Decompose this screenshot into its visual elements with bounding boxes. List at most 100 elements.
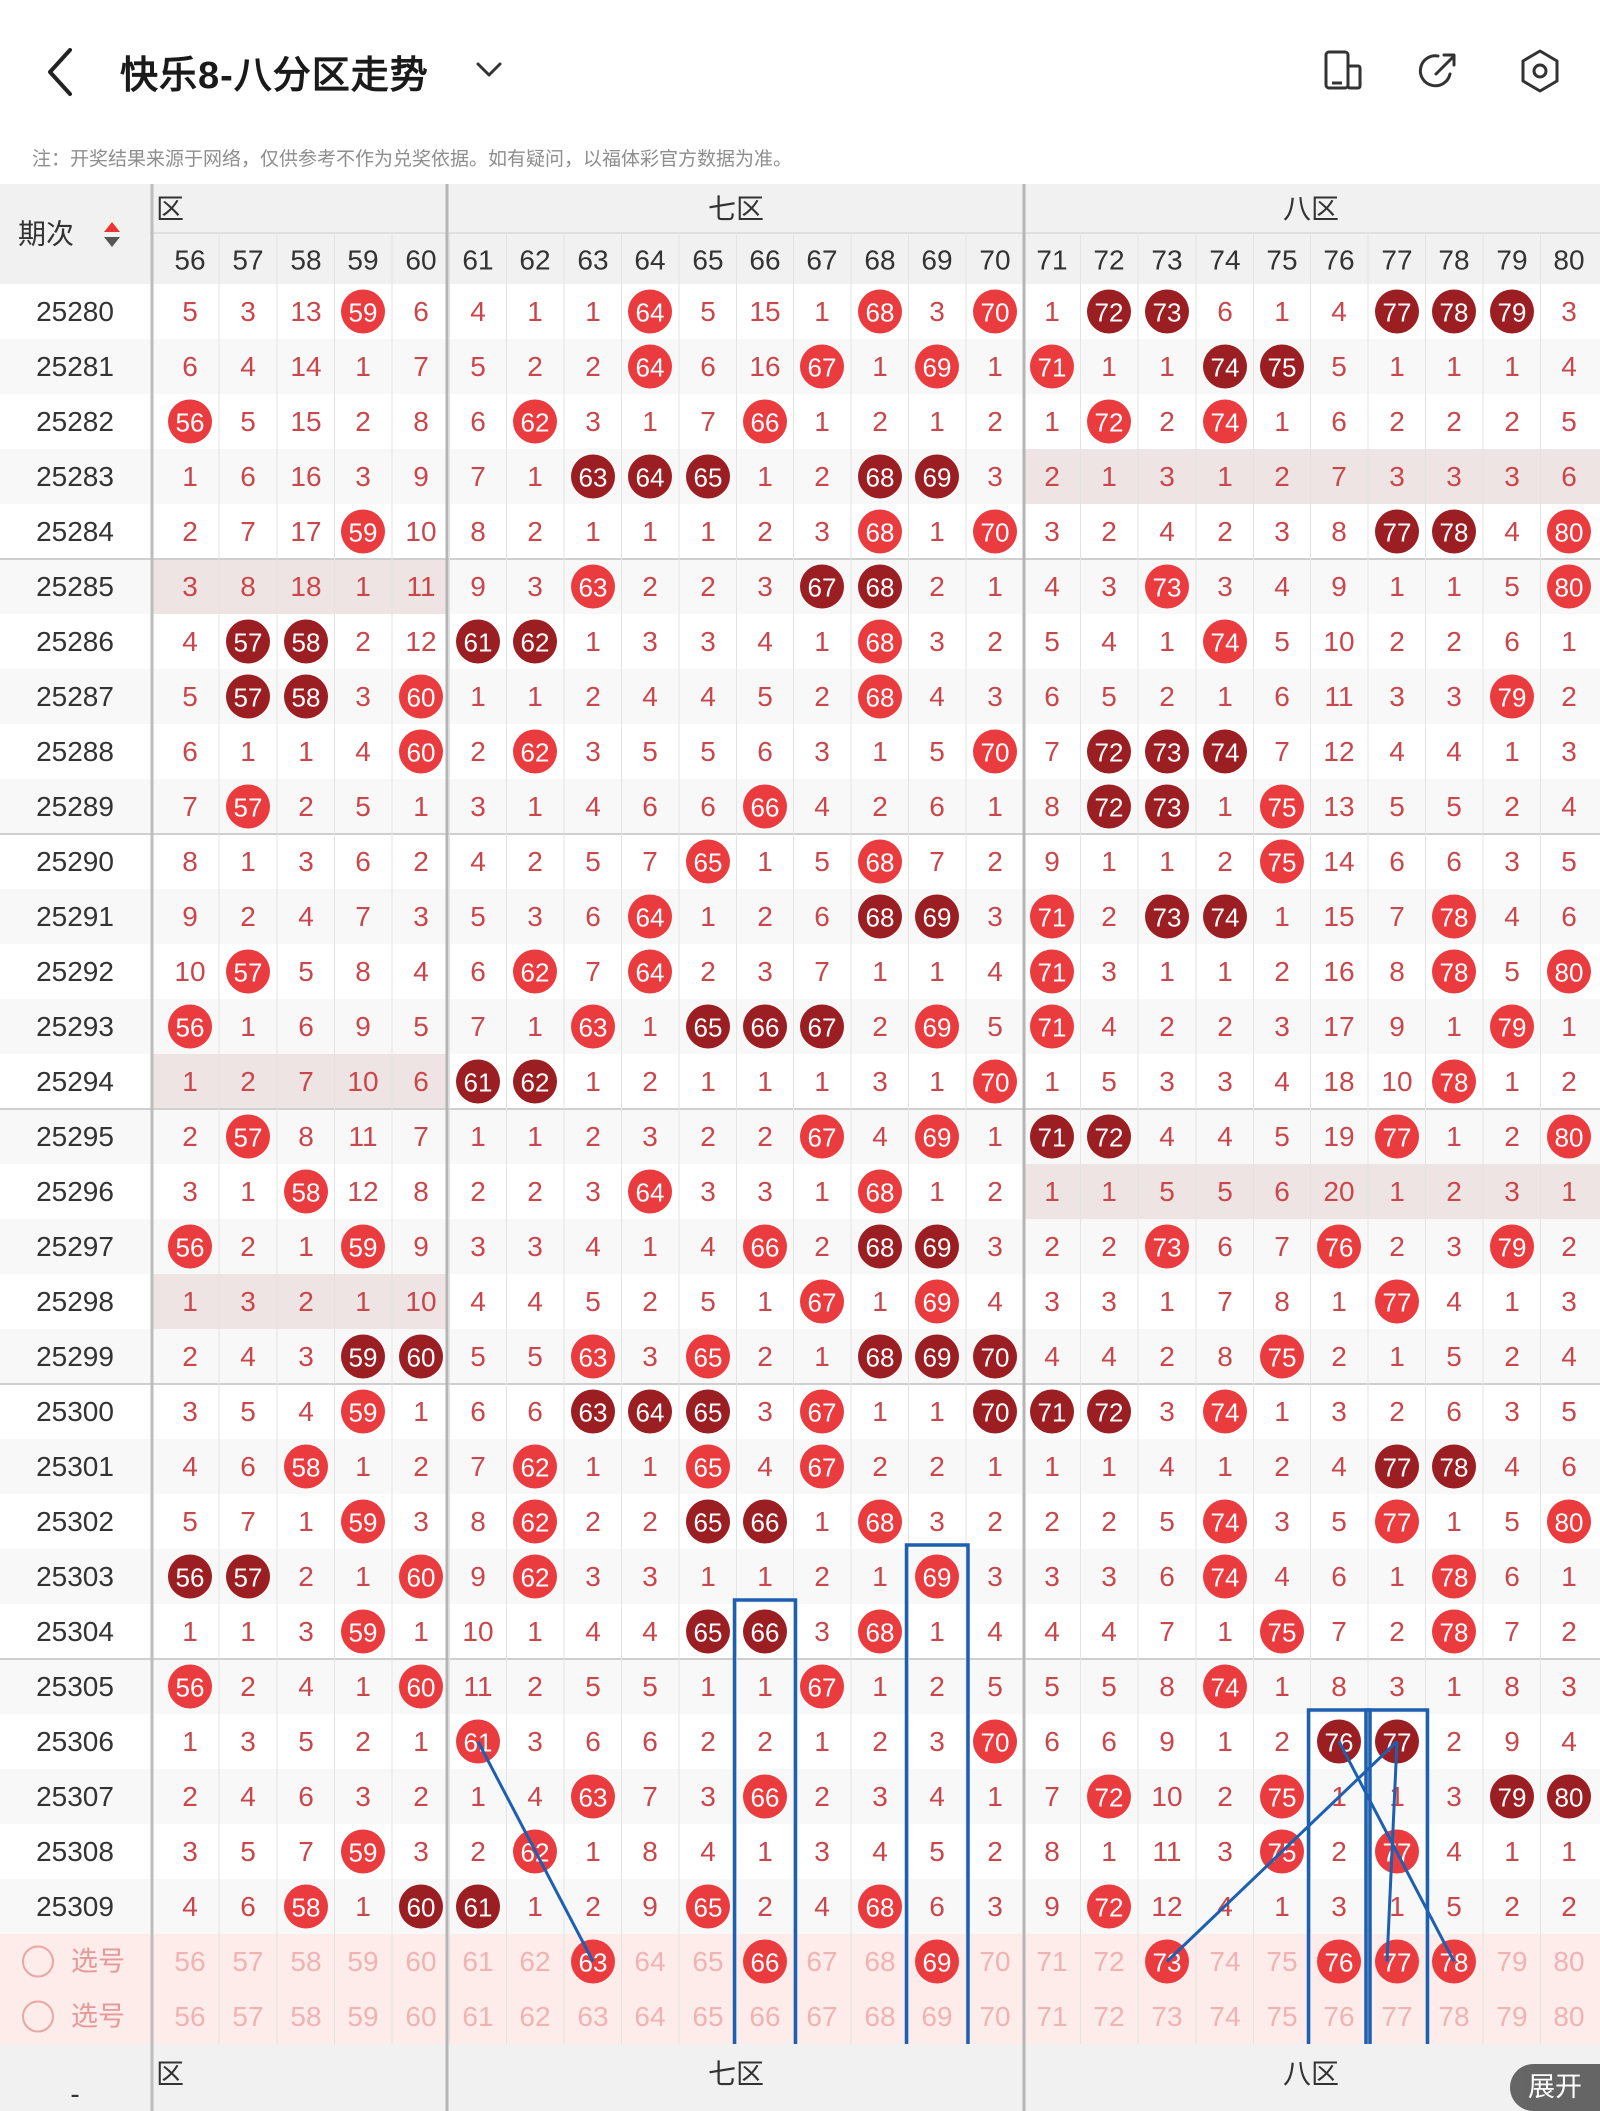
hit-ball [399, 1554, 443, 1599]
select-option[interactable]: 69 [921, 2001, 952, 2032]
selected-ball[interactable] [1317, 1939, 1361, 1984]
select-option[interactable]: 60 [405, 2001, 436, 2032]
miss-count: 2 [642, 571, 658, 602]
select-option[interactable]: 68 [864, 2001, 895, 2032]
select-option[interactable]: 73 [1151, 2001, 1182, 2032]
hit-ball [513, 619, 557, 664]
miss-count: 9 [355, 1011, 371, 1042]
settings-button[interactable] [1515, 46, 1565, 96]
select-option[interactable]: 70 [979, 1946, 1010, 1977]
hit-number: 78 [1440, 958, 1469, 988]
select-option[interactable]: 64 [634, 1946, 665, 1977]
hit-ball [686, 454, 730, 499]
select-option[interactable]: 63 [577, 2001, 608, 2032]
expand-button[interactable]: 展开 [1510, 2064, 1600, 2111]
select-option[interactable]: 59 [347, 1946, 378, 1977]
select-option[interactable]: 72 [1093, 2001, 1124, 2032]
title-dropdown-button[interactable] [472, 52, 506, 86]
page-title[interactable]: 快乐8-八分区走势 [120, 55, 429, 97]
select-option[interactable]: 72 [1093, 1946, 1124, 1977]
selected-ball[interactable] [915, 1939, 959, 1984]
select-radio[interactable] [22, 1945, 54, 1978]
select-option[interactable]: 80 [1553, 1946, 1584, 1977]
select-option[interactable]: 70 [979, 2001, 1010, 2032]
trend-table[interactable]: 区七区 八区 期次 56 57 58 59 60 61 62 63 64 65 66 67 68 69 70 71 7… [0, 184, 1600, 2111]
select-option[interactable]: 59 [347, 2001, 378, 2032]
miss-count: 5 [987, 1671, 1003, 1702]
miss-count: 2 [1504, 1341, 1520, 1372]
hit-ball [800, 1279, 844, 1324]
select-label[interactable]: 选号 [71, 1947, 125, 1977]
select-option[interactable]: 57 [232, 2001, 263, 2032]
footer-zone-header: 八区 [1283, 2059, 1339, 2090]
hit-number: 65 [694, 1453, 723, 1483]
select-option[interactable]: 57 [232, 1946, 263, 1977]
select-option[interactable]: 56 [174, 1946, 205, 1977]
column-header-72: 72 [1093, 245, 1124, 276]
miss-count: 1 [642, 1231, 658, 1262]
period-cell: 25289 [36, 791, 114, 822]
miss-count: 2 [872, 1726, 888, 1757]
layout-toggle-button[interactable] [1318, 46, 1368, 96]
miss-count: 2 [413, 1781, 429, 1812]
miss-count: 4 [413, 956, 429, 987]
select-option[interactable]: 76 [1323, 2001, 1354, 2032]
select-option[interactable]: 60 [405, 1946, 436, 1977]
column-header-62: 62 [519, 245, 550, 276]
select-option[interactable]: 67 [806, 1946, 837, 1977]
hit-number: 73 [1153, 903, 1182, 933]
miss-count: 1 [182, 1726, 198, 1757]
select-option[interactable]: 58 [290, 1946, 321, 1977]
select-option[interactable]: 68 [864, 1946, 895, 1977]
miss-count: 3 [929, 626, 945, 657]
select-option[interactable]: 62 [519, 2001, 550, 2032]
hit-number: 65 [694, 1013, 723, 1043]
select-option[interactable]: 79 [1496, 2001, 1527, 2032]
select-option[interactable]: 74 [1209, 1946, 1240, 1977]
selected-ball[interactable] [743, 1939, 787, 1984]
select-radio[interactable] [22, 2000, 54, 2033]
miss-count: 3 [987, 681, 1003, 712]
select-option[interactable]: 65 [692, 2001, 723, 2032]
select-option[interactable]: 74 [1209, 2001, 1240, 2032]
share-button[interactable] [1414, 46, 1464, 96]
period-header[interactable]: 期次 [18, 219, 74, 250]
hit-number: 72 [1095, 1123, 1124, 1153]
select-option[interactable]: 71 [1036, 2001, 1067, 2032]
hit-number: 63 [579, 1398, 608, 1428]
select-option[interactable]: 65 [692, 1946, 723, 1977]
hit-number: 57 [234, 1123, 263, 1153]
select-option[interactable]: 58 [290, 2001, 321, 2032]
hit-number: 60 [407, 1893, 436, 1923]
miss-count: 2 [413, 846, 429, 877]
period-cell: 25282 [36, 406, 114, 437]
select-option[interactable]: 66 [749, 2001, 780, 2032]
miss-count: 1 [527, 681, 543, 712]
select-option[interactable]: 78 [1438, 2001, 1469, 2032]
select-option[interactable]: 80 [1553, 2001, 1584, 2032]
miss-count: 1 [1446, 1121, 1462, 1152]
select-option[interactable]: 56 [174, 2001, 205, 2032]
select-option[interactable]: 67 [806, 2001, 837, 2032]
select-option[interactable]: 71 [1036, 1946, 1067, 1977]
select-label[interactable]: 选号 [71, 2002, 125, 2032]
select-option[interactable]: 61 [462, 2001, 493, 2032]
hit-number: 75 [1268, 1783, 1297, 1813]
hit-number: 56 [176, 408, 205, 438]
select-option[interactable]: 75 [1266, 1946, 1297, 1977]
select-option[interactable]: 62 [519, 1946, 550, 1977]
select-option[interactable]: 77 [1381, 2001, 1412, 2032]
hit-number: 71 [1038, 1398, 1067, 1428]
miss-count: 7 [929, 846, 945, 877]
select-option[interactable]: 75 [1266, 2001, 1297, 2032]
miss-count: 1 [240, 1176, 256, 1207]
hit-number: 75 [1268, 793, 1297, 823]
select-option[interactable]: 61 [462, 1946, 493, 1977]
back-button[interactable] [40, 44, 84, 100]
column-header-65: 65 [692, 245, 723, 276]
hit-number: 56 [176, 1013, 205, 1043]
miss-count: 6 [1561, 1451, 1577, 1482]
miss-count: 11 [1152, 1836, 1181, 1867]
select-option[interactable]: 79 [1496, 1946, 1527, 1977]
select-option[interactable]: 64 [634, 2001, 665, 2032]
